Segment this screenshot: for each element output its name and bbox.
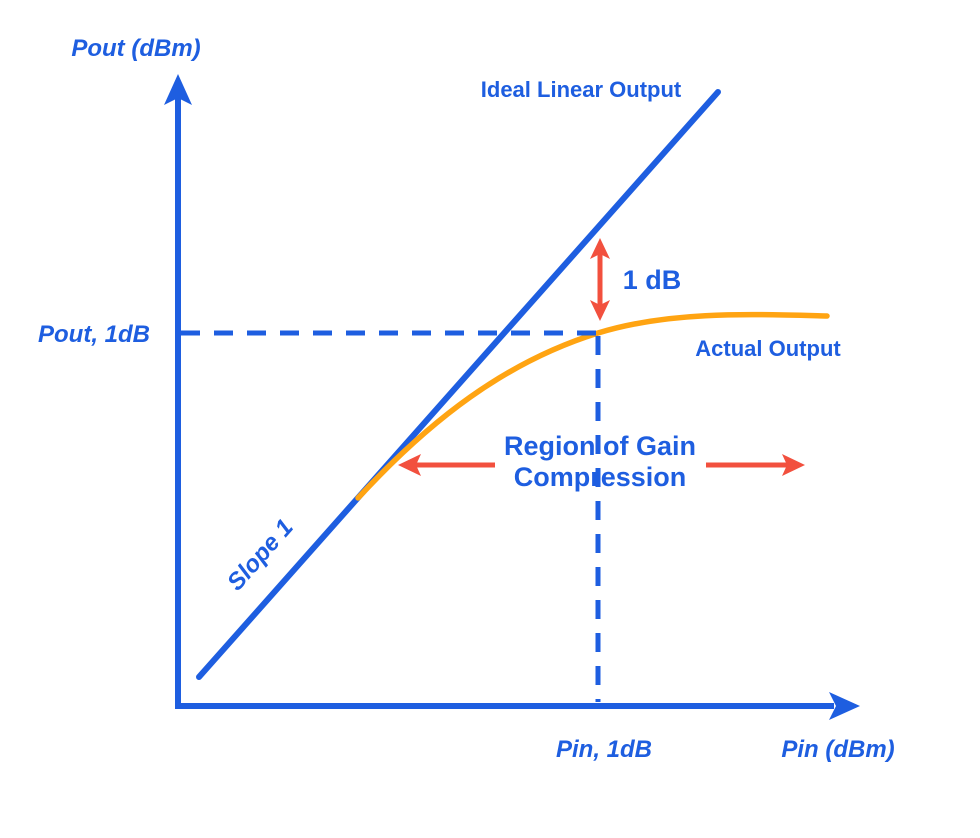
one-db-arrow-up-icon <box>590 238 610 259</box>
region-label-line1: Region of Gain <box>504 431 696 461</box>
slope-label: Slope 1 <box>222 514 299 596</box>
y-axis-label: Pout (dBm) <box>71 35 200 62</box>
one-db-arrow-down-icon <box>590 300 610 321</box>
x-axis-label: Pin (dBm) <box>781 736 894 763</box>
y-axis <box>164 74 192 706</box>
ideal-line-label: Ideal Linear Output <box>481 77 682 102</box>
pin-1db-label: Pin, 1dB <box>556 736 652 763</box>
one-db-label: 1 dB <box>623 265 682 295</box>
region-right-arrowhead-icon <box>782 454 805 476</box>
region-left-arrowhead-icon <box>398 454 421 476</box>
x-axis-arrowhead-icon <box>829 692 860 720</box>
pout-1db-label: Pout, 1dB <box>38 321 150 348</box>
region-left-arrow <box>398 454 495 476</box>
one-db-arrow <box>590 238 610 321</box>
y-axis-arrowhead-icon <box>164 74 192 105</box>
x-axis <box>175 692 860 720</box>
ideal-linear-output-line <box>196 89 721 680</box>
region-label-line2: Compression <box>514 462 687 492</box>
region-right-arrow <box>706 454 805 476</box>
actual-output-curve <box>355 311 830 501</box>
actual-output-label: Actual Output <box>695 336 841 361</box>
